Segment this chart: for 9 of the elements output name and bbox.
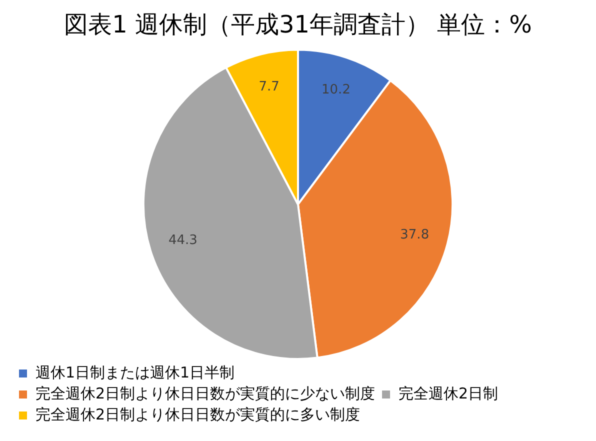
data-label: 44.3 bbox=[168, 232, 198, 248]
legend-label: 完全週休2日制 bbox=[398, 384, 498, 402]
data-label: 10.2 bbox=[322, 82, 350, 98]
chart-title: 図表1 週休制（平成31年調査計） 単位：% bbox=[64, 10, 532, 39]
legend-label: 完全週休2日制より休日日数が実質的に少ない制度 bbox=[36, 384, 376, 402]
data-label: 7.7 bbox=[258, 80, 280, 95]
data-label: 37.8 bbox=[400, 227, 430, 242]
legend-label: 週休1日制または週休1日半制 bbox=[36, 363, 235, 382]
legend-label: 完全週休2日制より休日日数が実質的に多い制度 bbox=[36, 405, 360, 424]
